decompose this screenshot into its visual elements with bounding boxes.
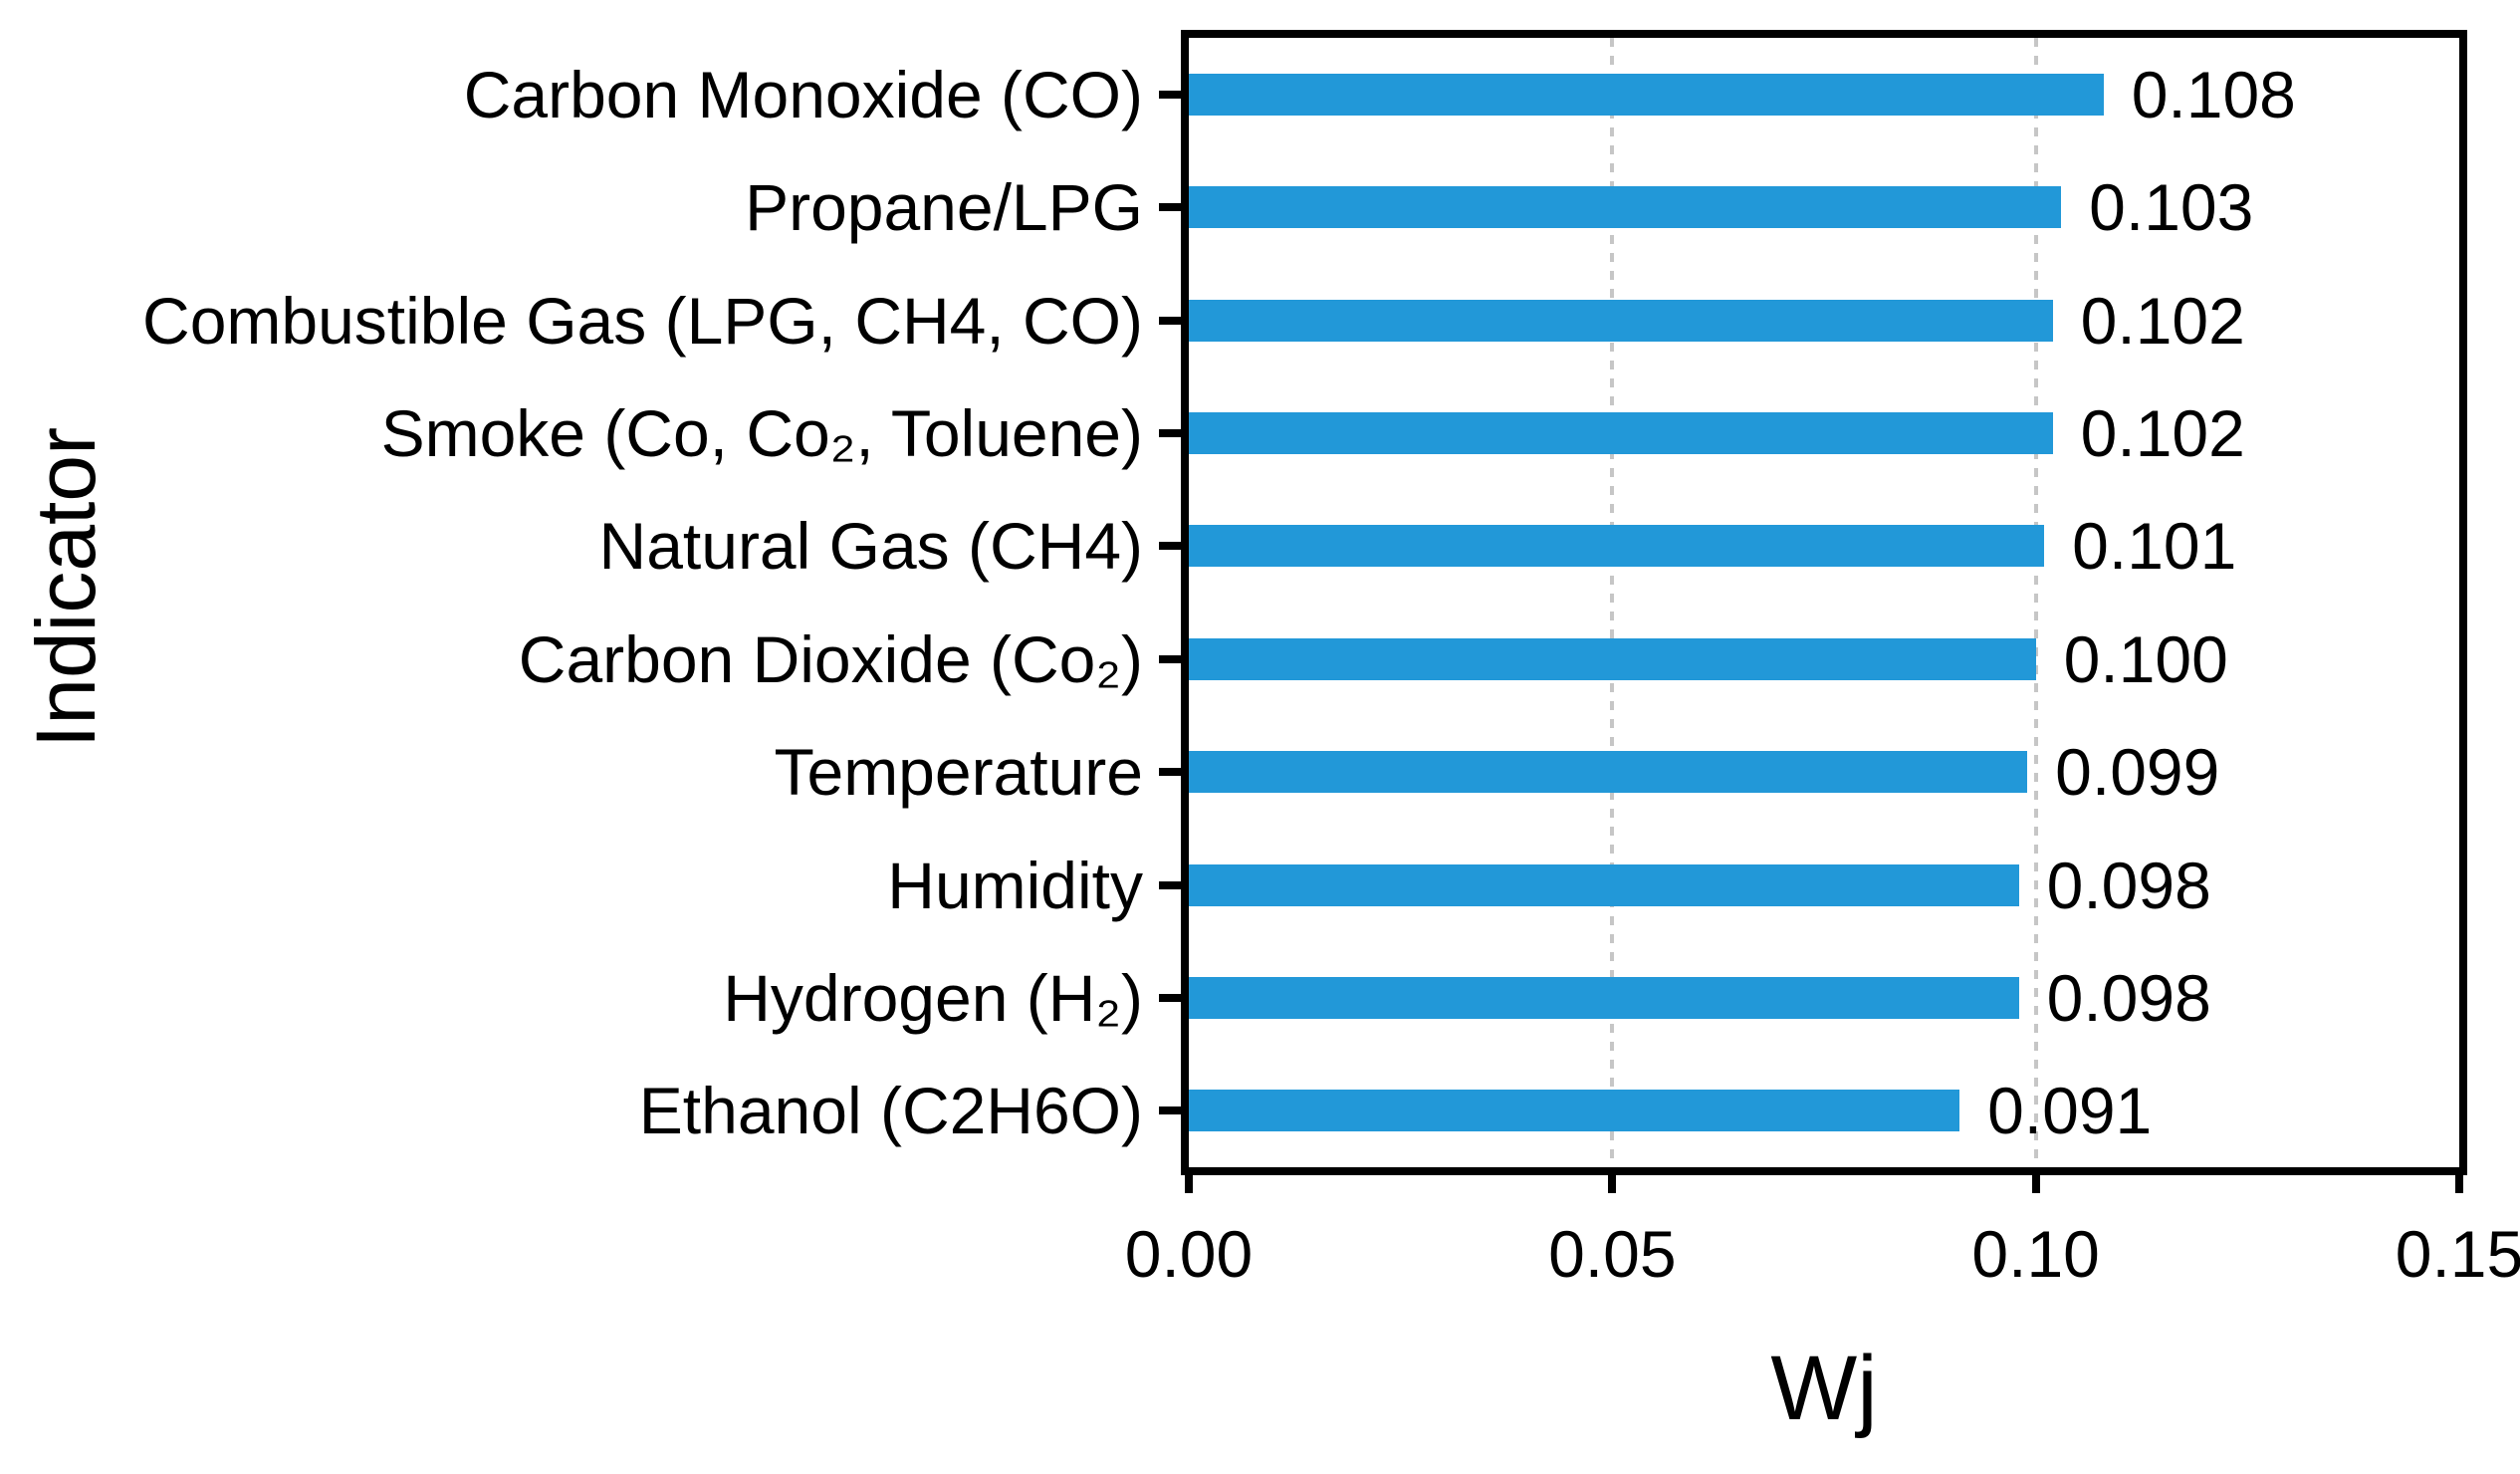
bar-value-label: 0.108	[2131, 57, 2296, 131]
bar	[1189, 299, 2053, 342]
y-tick-mark	[1159, 993, 1181, 1002]
x-tick-label: 0.00	[1124, 1217, 1254, 1291]
bar	[1189, 751, 2028, 794]
y-tick-mark	[1159, 880, 1181, 889]
x-tick-label: 0.10	[1971, 1217, 2100, 1291]
y-tick-mark	[1159, 90, 1181, 99]
bar-row: 0.098	[1189, 829, 2459, 941]
bar	[1189, 863, 2019, 906]
x-axis-title: Wj	[1770, 1338, 1878, 1439]
bar-row: 0.102	[1189, 376, 2459, 489]
x-tick-label: 0.15	[2395, 1217, 2520, 1291]
y-tick-mark	[1159, 203, 1181, 212]
bar-row: 0.098	[1189, 941, 2459, 1054]
x-axis-tick-labels: 0.00 0.05 0.10 0.15	[1125, 1217, 2520, 1301]
bar-row: 0.103	[1189, 150, 2459, 263]
gridline	[1610, 38, 1615, 1167]
category-label: Temperature	[774, 735, 1143, 810]
y-tick-mark	[1159, 1106, 1181, 1115]
bar-value-label: 0.101	[2072, 509, 2237, 584]
x-tick-mark	[1608, 1175, 1617, 1193]
bar-row: 0.101	[1189, 490, 2459, 603]
category-label: Humidity	[887, 848, 1143, 922]
bar-value-label: 0.091	[1987, 1074, 2153, 1148]
category-label: Carbon Dioxide (Co₂)	[518, 621, 1143, 696]
gridline	[2033, 38, 2038, 1167]
category-label: Hydrogen (H₂)	[723, 960, 1143, 1035]
bar-row: 0.102	[1189, 264, 2459, 376]
y-tick-mark	[1159, 316, 1181, 325]
bar-row: 0.100	[1189, 603, 2459, 715]
x-tick-mark	[2455, 1175, 2463, 1193]
y-tick-mark	[1159, 542, 1181, 551]
y-axis-tick-marks	[1159, 38, 1181, 1167]
bar	[1189, 976, 2019, 1019]
bar	[1189, 1090, 1960, 1132]
bar-row: 0.091	[1189, 1055, 2459, 1167]
category-label: Natural Gas (CH4)	[598, 509, 1143, 584]
bar-value-label: 0.100	[2063, 621, 2228, 696]
category-label: Carbon Monoxide (CO)	[463, 57, 1143, 131]
bar-value-label: 0.103	[2089, 170, 2254, 245]
bar	[1189, 525, 2045, 568]
bar-row: 0.099	[1189, 715, 2459, 828]
bar-series: 0.108 0.103 0.102 0.102 0.101 0.100 0.099 0.098…	[1189, 38, 2459, 1167]
category-label: Combustible Gas (LPG, CH4, CO)	[142, 283, 1143, 358]
bar	[1189, 186, 2062, 229]
category-axis-labels: Carbon Monoxide (CO) Propane/LPG Combustib…	[0, 38, 1143, 1167]
bar	[1189, 411, 2053, 454]
y-tick-mark	[1159, 768, 1181, 777]
x-tick-label: 0.05	[1548, 1217, 1677, 1291]
y-tick-mark	[1159, 428, 1181, 437]
bar-row: 0.108	[1189, 38, 2459, 150]
category-label: Propane/LPG	[745, 170, 1143, 245]
bar	[1189, 73, 2104, 116]
y-tick-mark	[1159, 654, 1181, 663]
bar-value-label: 0.102	[2080, 283, 2245, 358]
bar-value-label: 0.098	[2046, 960, 2211, 1035]
x-tick-mark	[2031, 1175, 2040, 1193]
x-tick-mark	[1185, 1175, 1193, 1193]
bar	[1189, 637, 2036, 680]
plot-area: 0.108 0.103 0.102 0.102 0.101 0.100 0.099 0.098…	[1181, 30, 2467, 1175]
category-label: Ethanol (C2H6O)	[638, 1074, 1143, 1148]
bar-value-label: 0.099	[2055, 735, 2220, 810]
x-axis-tick-marks	[1185, 1175, 2463, 1193]
bar-value-label: 0.102	[2080, 395, 2245, 470]
bar-value-label: 0.098	[2046, 848, 2211, 922]
category-label: Smoke (Co, Co₂, Toluene)	[380, 395, 1143, 470]
